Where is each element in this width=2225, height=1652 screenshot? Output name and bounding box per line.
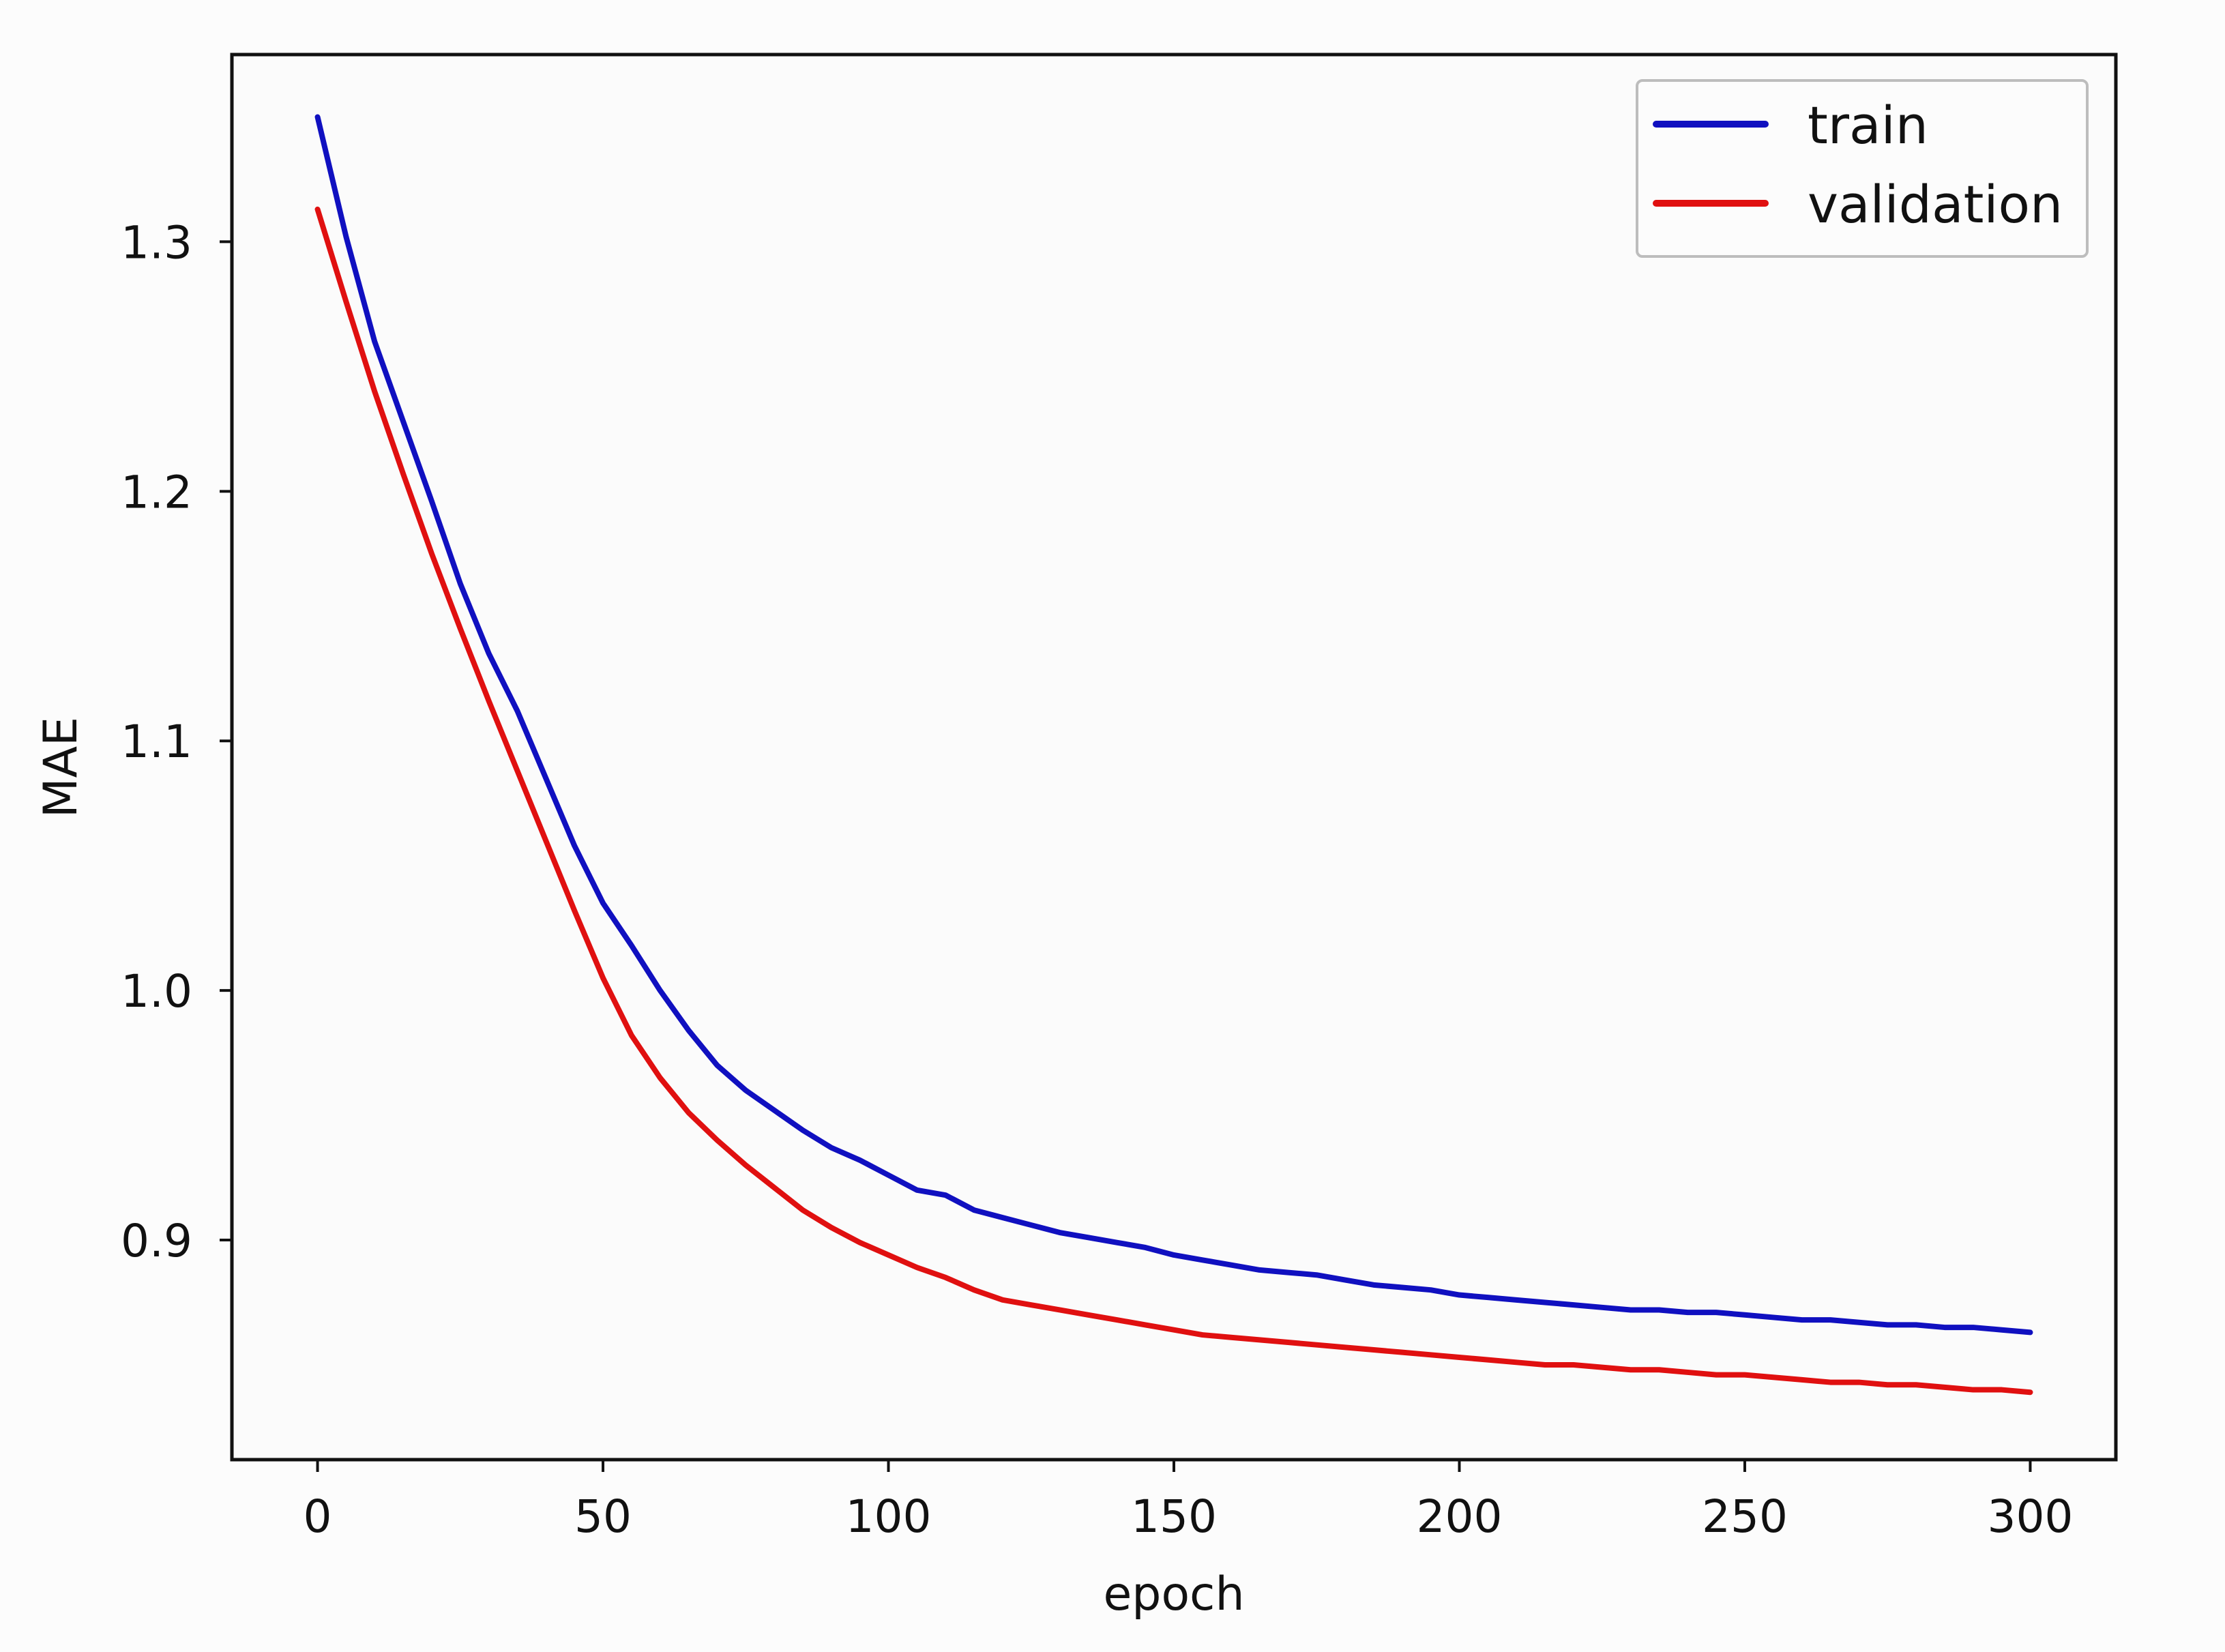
x-tick-label: 300 [1987, 1490, 2073, 1543]
legend-label-validation: validation [1808, 174, 2063, 235]
y-axis-label: MAE [34, 717, 88, 818]
series-line-train [314, 114, 2033, 1336]
x-tick-label: 50 [574, 1490, 632, 1543]
y-axis-ticks: 0.9 1.0 1.1 1.2 1.3 [121, 216, 232, 1267]
x-axis-label: epoch [1103, 1567, 1244, 1621]
y-tick-label: 1.3 [121, 216, 192, 269]
legend: train validation [1636, 79, 2089, 258]
series-line-validation [314, 206, 2033, 1396]
legend-label-train: train [1808, 95, 1928, 156]
x-tick-label: 0 [304, 1490, 332, 1543]
y-tick-label: 0.9 [121, 1215, 192, 1267]
plot-area [232, 55, 2116, 1460]
x-axis-ticks: 0 50 100 150 200 250 300 [304, 1460, 2073, 1543]
y-tick-label: 1.2 [121, 466, 192, 518]
y-tick-label: 1.0 [121, 965, 192, 1018]
x-tick-label: 100 [846, 1490, 932, 1543]
y-tick-label: 1.1 [121, 716, 192, 768]
x-tick-label: 200 [1416, 1490, 1502, 1543]
x-tick-label: 250 [1702, 1490, 1788, 1543]
series-layer [314, 114, 2033, 1396]
x-tick-label: 150 [1131, 1490, 1217, 1543]
